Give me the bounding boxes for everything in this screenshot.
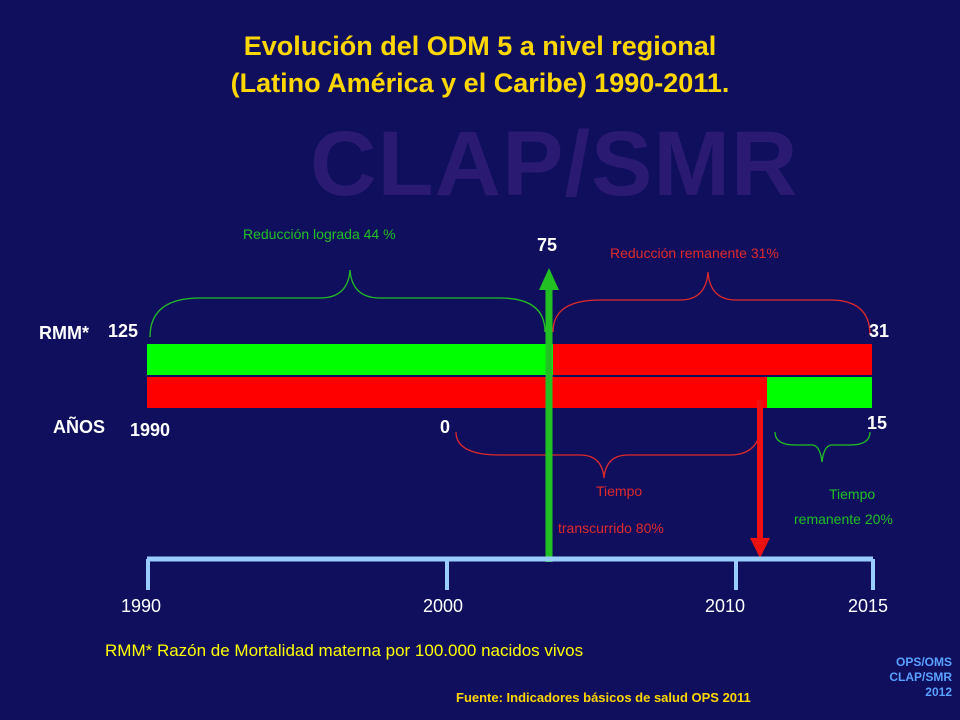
corner-line-2: CLAP/SMR [889, 670, 952, 684]
brace-time-remaining [774, 431, 871, 463]
title-line-1: Evolución del ODM 5 a nivel regional [243, 31, 717, 61]
brace-reduction-achieved [149, 269, 546, 338]
label-years-15: 15 [867, 413, 888, 433]
rmm-bar-achieved [147, 344, 553, 375]
label-time-elapsed-1: Tiempo [596, 483, 643, 499]
label-years-zero: 0 [440, 417, 451, 437]
title-line-2: (Latino América y el Caribe) 1990-2011. [230, 68, 730, 98]
red-arrow-icon [750, 538, 770, 558]
label-years-prefix: AÑOS [53, 417, 106, 437]
rmm-bar-remaining [553, 344, 872, 375]
label-value-75: 75 [537, 235, 558, 255]
footnote: RMM* Razón de Mortalidad materna por 100… [105, 641, 584, 660]
label-rmm-target: 31 [869, 321, 890, 341]
label-rmm-prefix: RMM* [39, 323, 89, 343]
brace-time-elapsed [455, 417, 763, 479]
timeline-label-1990: 1990 [121, 596, 162, 616]
label-years-start: 1990 [130, 420, 171, 440]
years-bar-elapsed [147, 377, 767, 408]
watermark: CLAP/SMR [310, 113, 799, 215]
label-reduction-achieved: Reducción lograda 44 % [243, 226, 396, 242]
corner-line-1: OPS/OMS [895, 655, 952, 669]
label-reduction-remaining: Reducción remanente 31% [610, 245, 779, 261]
brace-reduction-remaining [552, 271, 871, 336]
label-time-remaining-1: Tiempo [829, 486, 876, 502]
green-arrow-icon [539, 268, 559, 290]
label-rmm-start: 125 [108, 321, 139, 341]
years-bar-remaining [767, 377, 872, 408]
corner-line-3: 2012 [925, 685, 952, 699]
label-time-remaining-2: remanente 20% [794, 511, 893, 527]
timeline-label-2010: 2010 [705, 596, 746, 616]
source-note: Fuente: Indicadores básicos de salud OPS… [456, 690, 751, 705]
corner-credit: OPS/OMS CLAP/SMR 2012 [889, 655, 952, 700]
timeline-label-2015: 2015 [848, 596, 889, 616]
label-time-elapsed-2: transcurrido 80% [558, 520, 664, 536]
timeline-label-2000: 2000 [423, 596, 464, 616]
page-title: Evolución del ODM 5 a nivel regional (La… [0, 28, 960, 102]
